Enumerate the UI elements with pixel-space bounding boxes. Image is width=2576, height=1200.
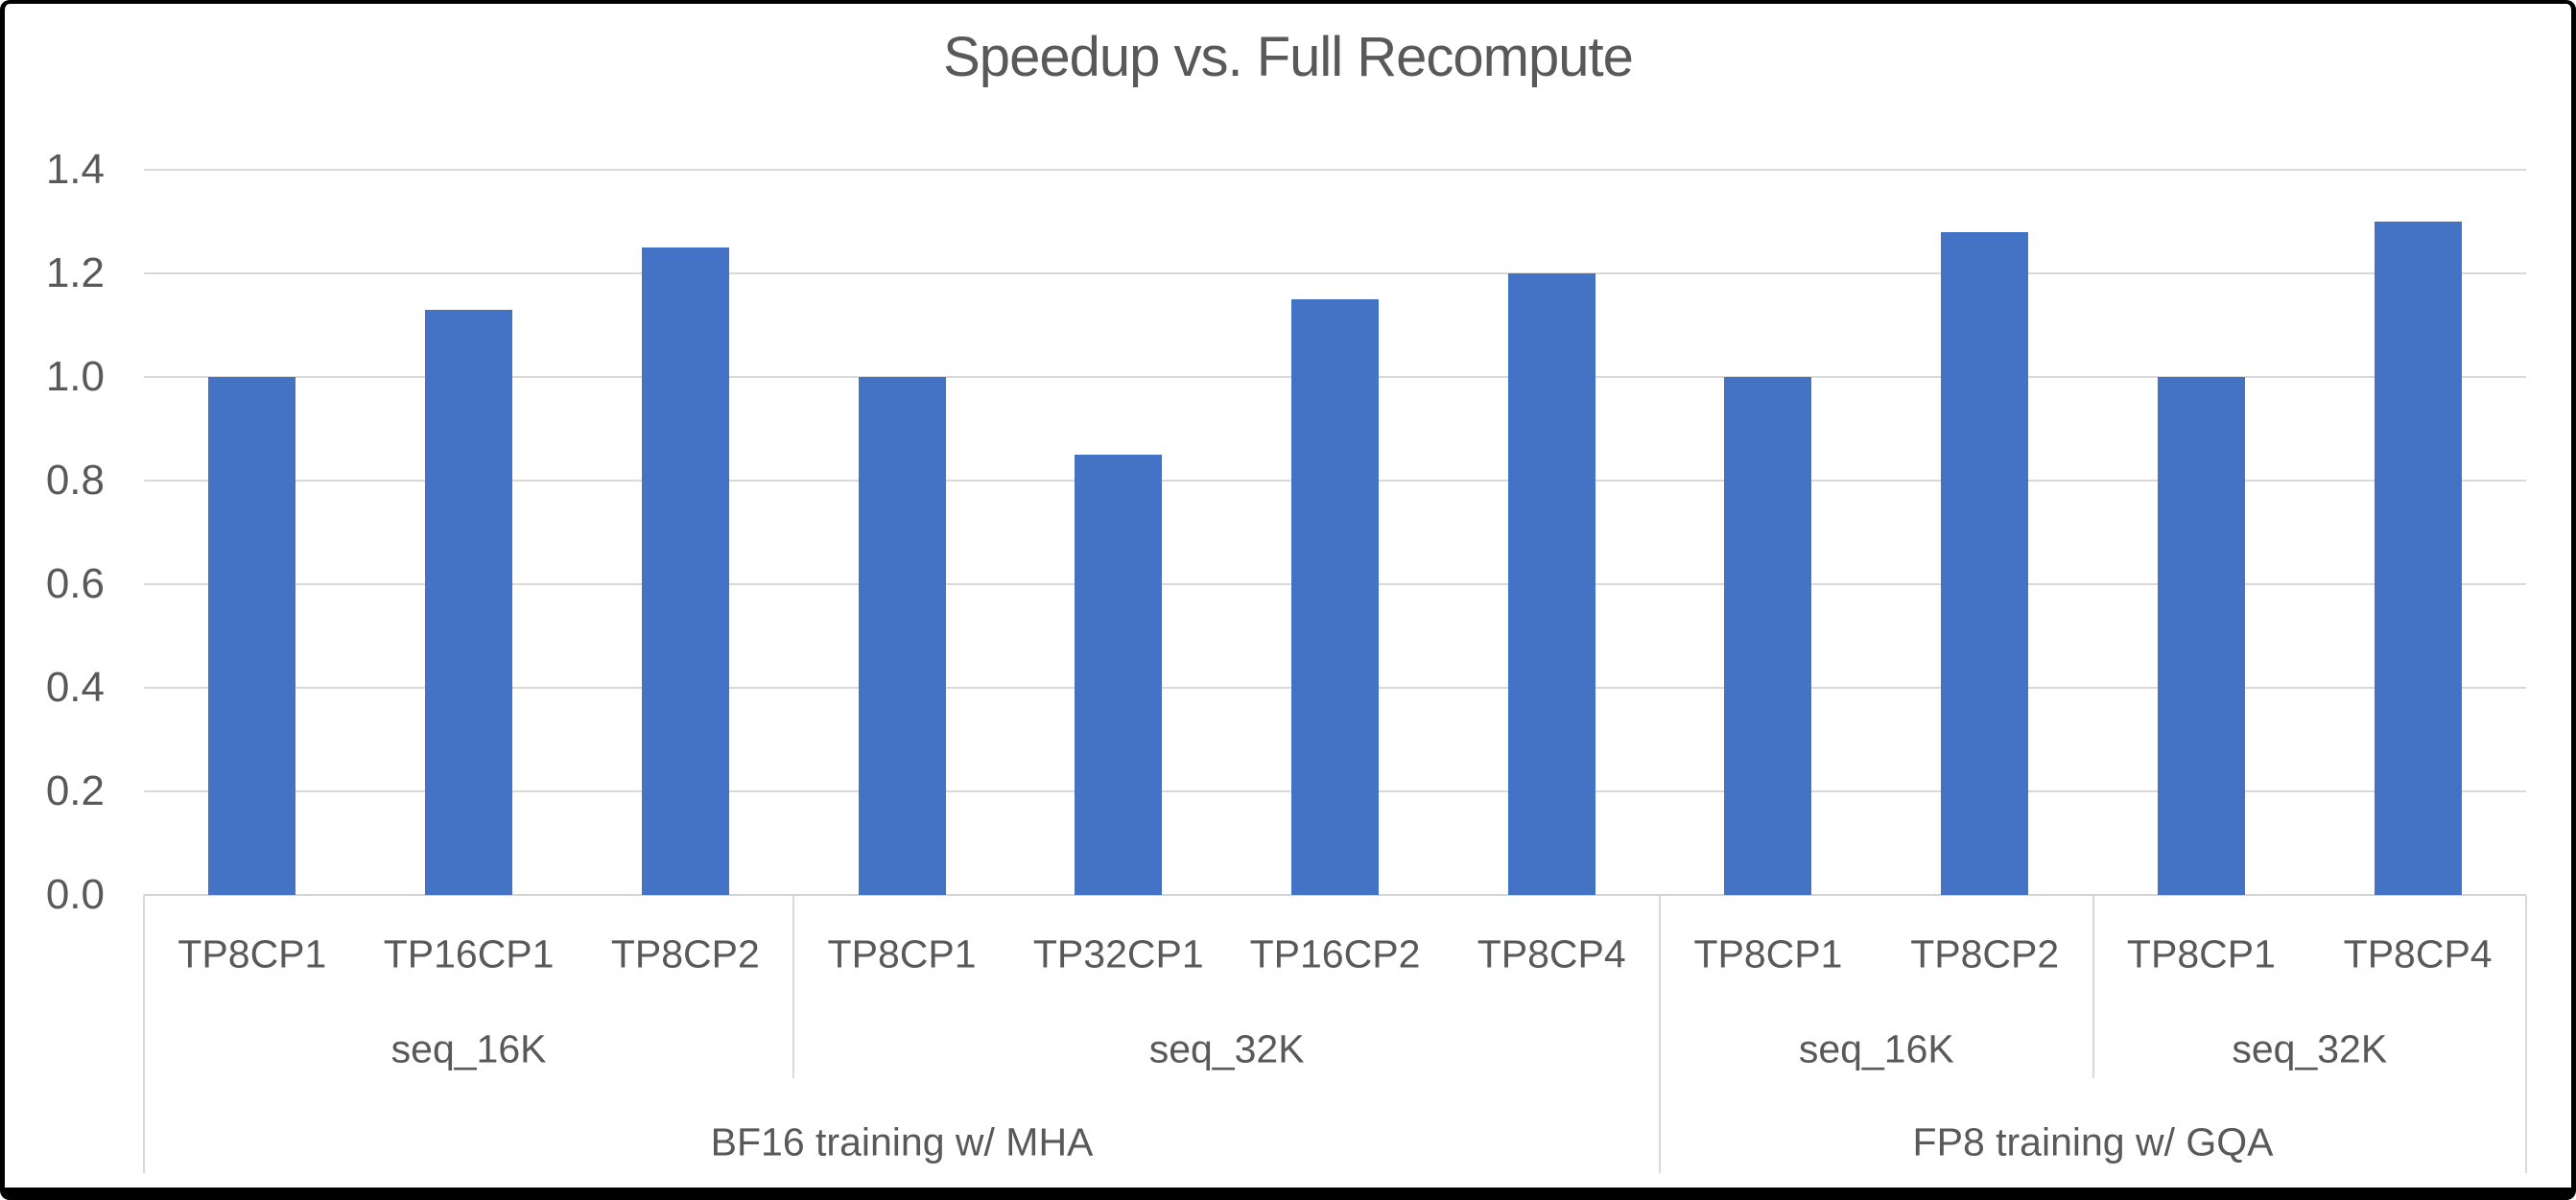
axis-divider (2525, 895, 2527, 1173)
y-tick-label: 0.0 (45, 871, 105, 918)
x-category-label: TP8CP1 (177, 931, 327, 976)
bar (859, 377, 946, 895)
axis-divider (792, 895, 794, 1078)
bar (1724, 377, 1811, 895)
gridline (144, 272, 2526, 274)
x-category-label: TP8CP4 (2343, 931, 2493, 976)
x-category-label: TP8CP1 (1693, 931, 1843, 976)
x-category-label: TP8CP2 (1910, 931, 2060, 976)
seq-group-label: seq_16K (1798, 1026, 1954, 1071)
y-tick-label: 0.8 (45, 457, 105, 504)
training-group-label: FP8 training w/ GQA (1912, 1119, 2274, 1165)
training-group-label: BF16 training w/ MHA (710, 1119, 1094, 1165)
bar (1291, 299, 1379, 895)
x-category-label: TP8CP1 (827, 931, 977, 976)
y-tick-label: 0.6 (45, 560, 105, 607)
seq-group-label: seq_16K (390, 1026, 547, 1071)
seq-group-label: seq_32K (1148, 1026, 1305, 1071)
bar (425, 310, 512, 895)
x-category-label: TP16CP2 (1249, 931, 1421, 976)
x-category-label: TP8CP2 (610, 931, 760, 976)
bar (2158, 377, 2245, 895)
x-axis-line (144, 894, 2526, 896)
axis-divider (2092, 895, 2094, 1078)
y-tick-label: 1.0 (45, 353, 105, 400)
axis-divider (143, 895, 145, 1173)
gridline (144, 169, 2526, 171)
bar (1508, 273, 1595, 895)
bar (642, 247, 729, 895)
x-category-label: TP16CP1 (383, 931, 555, 976)
x-category-label: TP8CP4 (1477, 931, 1626, 976)
bar (1941, 232, 2028, 895)
y-tick-label: 1.2 (45, 249, 105, 296)
y-tick-label: 0.2 (45, 767, 105, 814)
bar (1075, 455, 1162, 895)
seq-group-label: seq_32K (2232, 1026, 2388, 1071)
x-category-label: TP8CP1 (2126, 931, 2276, 976)
axis-divider (1659, 895, 1661, 1173)
chart-title: Speedup vs. Full Recompute (943, 26, 1634, 88)
y-tick-label: 1.4 (45, 146, 105, 193)
y-tick-label: 0.4 (45, 664, 105, 711)
bar (208, 377, 295, 895)
x-category-label: TP32CP1 (1032, 931, 1204, 976)
bar (2375, 222, 2462, 895)
